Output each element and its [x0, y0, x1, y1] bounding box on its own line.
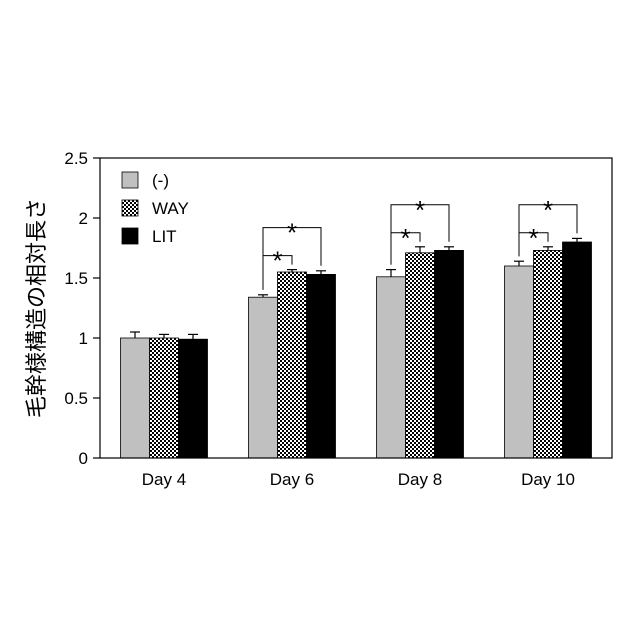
bar	[278, 272, 307, 458]
y-tick-label: 1	[79, 329, 88, 348]
x-tick-label: Day 10	[521, 470, 575, 489]
y-tick-label: 1.5	[64, 269, 88, 288]
significance-star: *	[400, 223, 410, 253]
x-tick-label: Day 8	[398, 470, 442, 489]
x-tick-label: Day 6	[270, 470, 314, 489]
bar	[377, 277, 406, 458]
y-tick-label: 0.5	[64, 389, 88, 408]
bar	[406, 253, 435, 458]
x-tick-label: Day 4	[142, 470, 186, 489]
bars	[121, 242, 592, 458]
y-axis-label: 毛幹様構造の相対長さ	[25, 198, 50, 418]
y-tick-label: 0	[79, 449, 88, 468]
y-tick-label: 2.5	[64, 149, 88, 168]
significance-star: *	[272, 246, 282, 276]
legend-label: WAY	[152, 199, 189, 218]
bar	[534, 250, 563, 458]
bar	[179, 339, 208, 458]
y-axis-ticks: 0 0.5 1 1.5 2 2.5	[64, 149, 100, 468]
legend-swatch	[122, 172, 138, 188]
bar	[121, 338, 150, 458]
bar	[150, 338, 179, 458]
legend: (-) WAY LIT	[122, 171, 189, 246]
significance-star: *	[528, 223, 538, 253]
x-axis-ticks: Day 4 Day 6 Day 8 Day 10	[142, 470, 575, 489]
bar	[307, 274, 336, 458]
legend-label: LIT	[152, 227, 177, 246]
legend-swatch	[122, 228, 138, 244]
y-tick-label: 2	[79, 209, 88, 228]
significance-star: *	[287, 218, 297, 248]
bar	[505, 266, 534, 458]
bar	[249, 297, 278, 458]
bar	[435, 250, 464, 458]
significance-star: *	[415, 195, 425, 225]
legend-label: (-)	[152, 171, 169, 190]
legend-swatch	[122, 200, 138, 216]
bar	[563, 242, 592, 458]
significance-star: *	[543, 195, 553, 225]
